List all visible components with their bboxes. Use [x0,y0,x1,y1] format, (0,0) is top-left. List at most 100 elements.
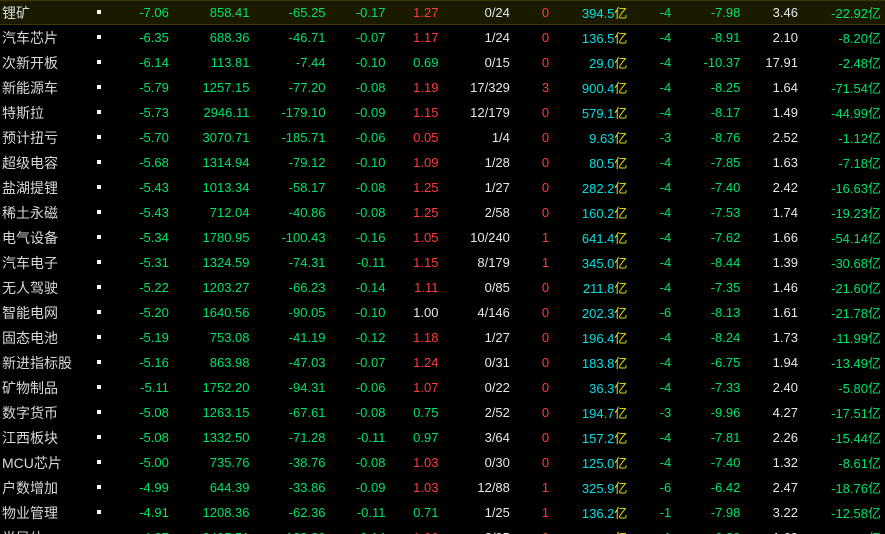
cell-pe: 1.63 [744,150,802,175]
cell-vol: 157.2亿 [553,425,631,450]
table-row[interactable]: 稀土永磁-5.43712.04-40.86-0.081.252/580160.2… [0,200,885,225]
table-row[interactable]: 矿物制品-5.111752.20-94.31-0.061.070/22036.3… [0,375,885,400]
cell-ratio: 0/30 [442,450,513,475]
cell-up: 0 [514,450,553,475]
cell-pe: 2.26 [744,425,802,450]
cell-price: 712.04 [173,200,254,225]
table-row[interactable]: 超级电容-5.681314.94-79.12-0.101.091/28080.5… [0,150,885,175]
cell-price: 1208.36 [173,500,254,525]
cell-ratio: 8/179 [442,250,513,275]
cell-chg: -90.05 [254,300,330,325]
cell-price: 1640.56 [173,300,254,325]
cell-name: 新能源车 [0,75,90,100]
table-row[interactable]: 锂矿-7.06858.41-65.25-0.171.270/240394.5亿-… [0,0,885,25]
cell-chg: -79.12 [254,150,330,175]
cell-ratio: 17/329 [442,75,513,100]
table-row[interactable]: 江西板块-5.081332.50-71.28-0.110.973/640157.… [0,425,885,450]
cell-name: 特斯拉 [0,100,90,125]
cell-pe: 2.52 [744,125,802,150]
cell-name: 次新开板 [0,50,90,75]
cell-c4: -0.12 [330,325,390,350]
cell-pe: 2.10 [744,25,802,50]
cell-name: 汽车电子 [0,250,90,275]
cell-ldpct: -6.80 [675,525,744,534]
table-row[interactable]: 固态电池-5.19753.08-41.19-0.121.181/270196.4… [0,325,885,350]
cell-pct: -4.87 [108,525,173,534]
table-row[interactable]: 新进指标股-5.16863.98-47.03-0.071.240/310183.… [0,350,885,375]
cell-chg: -123.20 [254,525,330,534]
table-row[interactable]: 数字货币-5.081263.15-67.61-0.080.752/520194.… [0,400,885,425]
cell-lead: -4 [631,150,675,175]
cell-vol: 282.2亿 [553,175,631,200]
cell-amt: -21.78亿 [802,300,885,325]
cell-price: 1203.27 [173,275,254,300]
table-row[interactable]: 新能源车-5.791257.15-77.20-0.081.1917/329390… [0,75,885,100]
cell-pct: -5.11 [108,375,173,400]
cell-ldpct: -7.85 [675,150,744,175]
cell-marker [90,275,108,300]
cell-amt: -71.54亿 [802,75,885,100]
cell-price: 1780.95 [173,225,254,250]
cell-up: 0 [514,125,553,150]
cell-amt: -5.80亿 [802,375,885,400]
table-row[interactable]: 半导体-4.872405.51-123.20-0.141.062/950230.… [0,525,885,534]
cell-name: 汽车芯片 [0,25,90,50]
cell-pct: -5.22 [108,275,173,300]
table-row[interactable]: 预计扭亏-5.703070.71-185.71-0.060.051/409.63… [0,125,885,150]
cell-vol: 394.5亿 [553,0,631,25]
cell-chg: -71.28 [254,425,330,450]
cell-ldpct: -10.37 [675,50,744,75]
table-row[interactable]: 次新开板-6.14113.81-7.44-0.100.690/15029.0亿-… [0,50,885,75]
cell-pct: -5.70 [108,125,173,150]
cell-lead: -4 [631,75,675,100]
cell-name: 户数增加 [0,475,90,500]
cell-marker [90,100,108,125]
table-row[interactable]: 无人驾驶-5.221203.27-66.23-0.141.110/850211.… [0,275,885,300]
cell-pe: 1.64 [744,75,802,100]
cell-c5: 1.11 [389,275,442,300]
cell-price: 1257.15 [173,75,254,100]
table-row[interactable]: 户数增加-4.99644.39-33.86-0.091.0312/881325.… [0,475,885,500]
cell-chg: -38.76 [254,450,330,475]
cell-price: 1314.94 [173,150,254,175]
cell-c5: 1.27 [389,0,442,25]
cell-ratio: 1/24 [442,25,513,50]
cell-ldpct: -9.96 [675,400,744,425]
table-row[interactable]: 盐湖提锂-5.431013.34-58.17-0.081.251/270282.… [0,175,885,200]
cell-c4: -0.08 [330,450,390,475]
table-row[interactable]: 汽车电子-5.311324.59-74.31-0.111.158/1791345… [0,250,885,275]
cell-vol: 211.8亿 [553,275,631,300]
cell-amt: -8.20亿 [802,25,885,50]
cell-c5: 0.05 [389,125,442,150]
cell-c4: -0.07 [330,25,390,50]
cell-chg: -33.86 [254,475,330,500]
cell-chg: -40.86 [254,200,330,225]
cell-vol: 136.2亿 [553,500,631,525]
cell-pe: 3.46 [744,0,802,25]
table-row[interactable]: 智能电网-5.201640.56-90.05-0.101.004/1460202… [0,300,885,325]
cell-vol: 202.3亿 [553,300,631,325]
cell-ldpct: -8.25 [675,75,744,100]
cell-marker [90,225,108,250]
cell-pe: 1.39 [744,250,802,275]
cell-c4: -0.11 [330,500,390,525]
cell-amt: -16.63亿 [802,175,885,200]
table-row[interactable]: 汽车芯片-6.35688.36-46.71-0.071.171/240136.5… [0,25,885,50]
cell-c4: -0.17 [330,0,390,25]
cell-c4: -0.11 [330,425,390,450]
table-row[interactable]: 电气设备-5.341780.95-100.43-0.161.0510/24016… [0,225,885,250]
cell-c4: -0.09 [330,100,390,125]
cell-lead: -4 [631,50,675,75]
cell-vol: 136.5亿 [553,25,631,50]
cell-pe: 1.94 [744,350,802,375]
cell-c4: -0.14 [330,525,390,534]
cell-chg: -74.31 [254,250,330,275]
table-row[interactable]: MCU芯片-5.00735.76-38.76-0.081.030/300125.… [0,450,885,475]
table-row[interactable]: 特斯拉-5.732946.11-179.10-0.091.1512/179057… [0,100,885,125]
table-row[interactable]: 物业管理-4.911208.36-62.36-0.110.711/251136.… [0,500,885,525]
cell-amt: -19.98亿 [802,525,885,534]
cell-ratio: 2/95 [442,525,513,534]
cell-ratio: 12/179 [442,100,513,125]
cell-chg: -66.23 [254,275,330,300]
cell-marker [90,150,108,175]
